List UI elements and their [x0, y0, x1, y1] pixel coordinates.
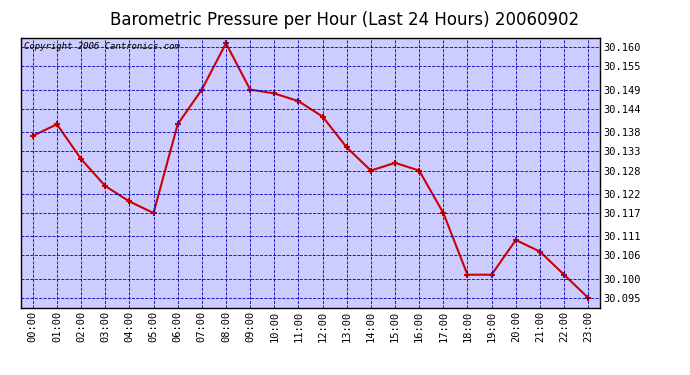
Text: Copyright 2006 Cantronics.com: Copyright 2006 Cantronics.com — [23, 42, 179, 51]
Text: Barometric Pressure per Hour (Last 24 Hours) 20060902: Barometric Pressure per Hour (Last 24 Ho… — [110, 11, 580, 29]
